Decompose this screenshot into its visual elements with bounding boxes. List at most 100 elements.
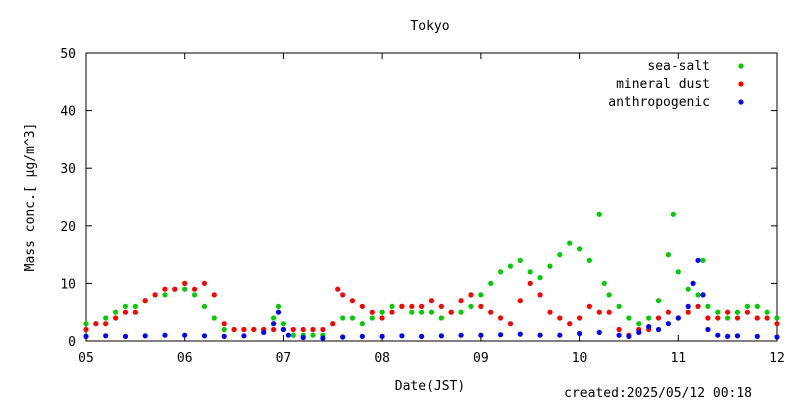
data-point xyxy=(478,303,484,309)
data-point xyxy=(700,292,706,298)
data-point xyxy=(734,333,741,339)
data-point xyxy=(695,257,701,263)
data-point xyxy=(428,298,435,304)
data-point xyxy=(734,315,741,321)
data-point xyxy=(725,333,731,339)
data-point xyxy=(685,303,691,309)
data-point xyxy=(211,315,217,321)
data-point xyxy=(142,298,148,304)
y-tick-label: 40 xyxy=(60,105,76,120)
data-point xyxy=(596,329,602,335)
data-point xyxy=(162,286,168,292)
chart-title: Tokyo xyxy=(410,19,449,34)
x-axis: 05 06 07 08 09 10 11 12 xyxy=(78,53,785,366)
data-point xyxy=(517,331,523,337)
data-point xyxy=(172,286,178,292)
data-point xyxy=(468,292,474,298)
y-tick-label: 10 xyxy=(60,277,76,292)
data-point xyxy=(636,321,642,327)
data-point xyxy=(715,309,721,315)
data-point xyxy=(241,333,247,339)
data-point xyxy=(320,326,326,333)
legend-marker xyxy=(738,63,744,69)
data-point xyxy=(527,269,533,275)
data-point xyxy=(409,303,415,309)
data-point xyxy=(616,303,622,309)
data-point xyxy=(389,303,395,309)
data-point xyxy=(122,309,129,315)
data-point xyxy=(438,315,444,321)
data-point xyxy=(498,315,504,321)
data-point xyxy=(201,280,208,286)
data-point xyxy=(601,280,607,286)
data-point xyxy=(468,303,474,309)
data-point xyxy=(537,292,543,298)
plot-frame xyxy=(85,52,778,342)
data-point xyxy=(586,257,593,263)
data-point xyxy=(744,309,751,315)
data-point xyxy=(596,309,602,315)
data-point xyxy=(478,292,484,298)
data-point xyxy=(231,326,237,333)
data-point xyxy=(498,332,504,338)
data-point xyxy=(557,332,563,338)
data-point xyxy=(359,333,365,339)
y-tick-label: 50 xyxy=(60,47,76,62)
data-point xyxy=(300,334,306,341)
data-point xyxy=(201,333,208,339)
y-tick-label: 30 xyxy=(60,162,76,177)
data-point xyxy=(567,240,573,246)
data-point xyxy=(103,333,109,339)
data-point xyxy=(655,315,662,321)
data-point xyxy=(675,269,681,275)
legend-label: sea-salt xyxy=(647,59,710,74)
data-point xyxy=(695,303,701,309)
data-point xyxy=(685,286,691,292)
x-axis-label: Date(JST) xyxy=(395,379,465,394)
data-point xyxy=(725,315,731,321)
data-point xyxy=(285,332,291,338)
data-point xyxy=(379,315,385,321)
data-point xyxy=(655,326,662,333)
y-tick-label: 20 xyxy=(60,220,76,235)
data-point xyxy=(275,309,282,315)
data-point xyxy=(577,330,583,337)
data-point xyxy=(547,309,553,315)
data-point xyxy=(537,332,543,338)
data-point xyxy=(458,309,464,315)
series-2 xyxy=(83,257,780,341)
data-point xyxy=(577,315,583,321)
data-point xyxy=(438,303,444,309)
data-point xyxy=(774,315,780,321)
data-point xyxy=(271,315,277,321)
x-tick-label: 06 xyxy=(177,351,193,366)
data-point xyxy=(665,309,672,315)
data-point xyxy=(162,292,168,298)
data-point xyxy=(764,309,770,315)
legend-label: anthropogenic xyxy=(608,95,710,110)
data-point xyxy=(646,324,652,330)
data-point xyxy=(744,303,751,309)
data-point xyxy=(349,315,356,321)
data-point xyxy=(122,303,129,309)
data-point xyxy=(419,309,425,315)
data-point xyxy=(280,321,286,327)
data-point xyxy=(132,309,138,315)
data-point xyxy=(310,326,316,333)
data-point xyxy=(132,303,138,309)
data-point xyxy=(241,326,247,333)
data-point xyxy=(527,280,533,286)
data-point xyxy=(280,326,286,333)
data-point xyxy=(83,326,89,333)
data-point xyxy=(399,333,405,339)
data-point xyxy=(320,335,326,341)
data-point xyxy=(665,321,672,327)
legend: sea-salt mineral dust anthropogenic xyxy=(608,59,744,110)
data-point xyxy=(379,309,385,315)
data-point xyxy=(626,315,632,321)
data-point xyxy=(774,321,780,327)
data-point xyxy=(616,332,622,338)
data-point xyxy=(557,252,563,258)
data-point xyxy=(774,334,780,340)
